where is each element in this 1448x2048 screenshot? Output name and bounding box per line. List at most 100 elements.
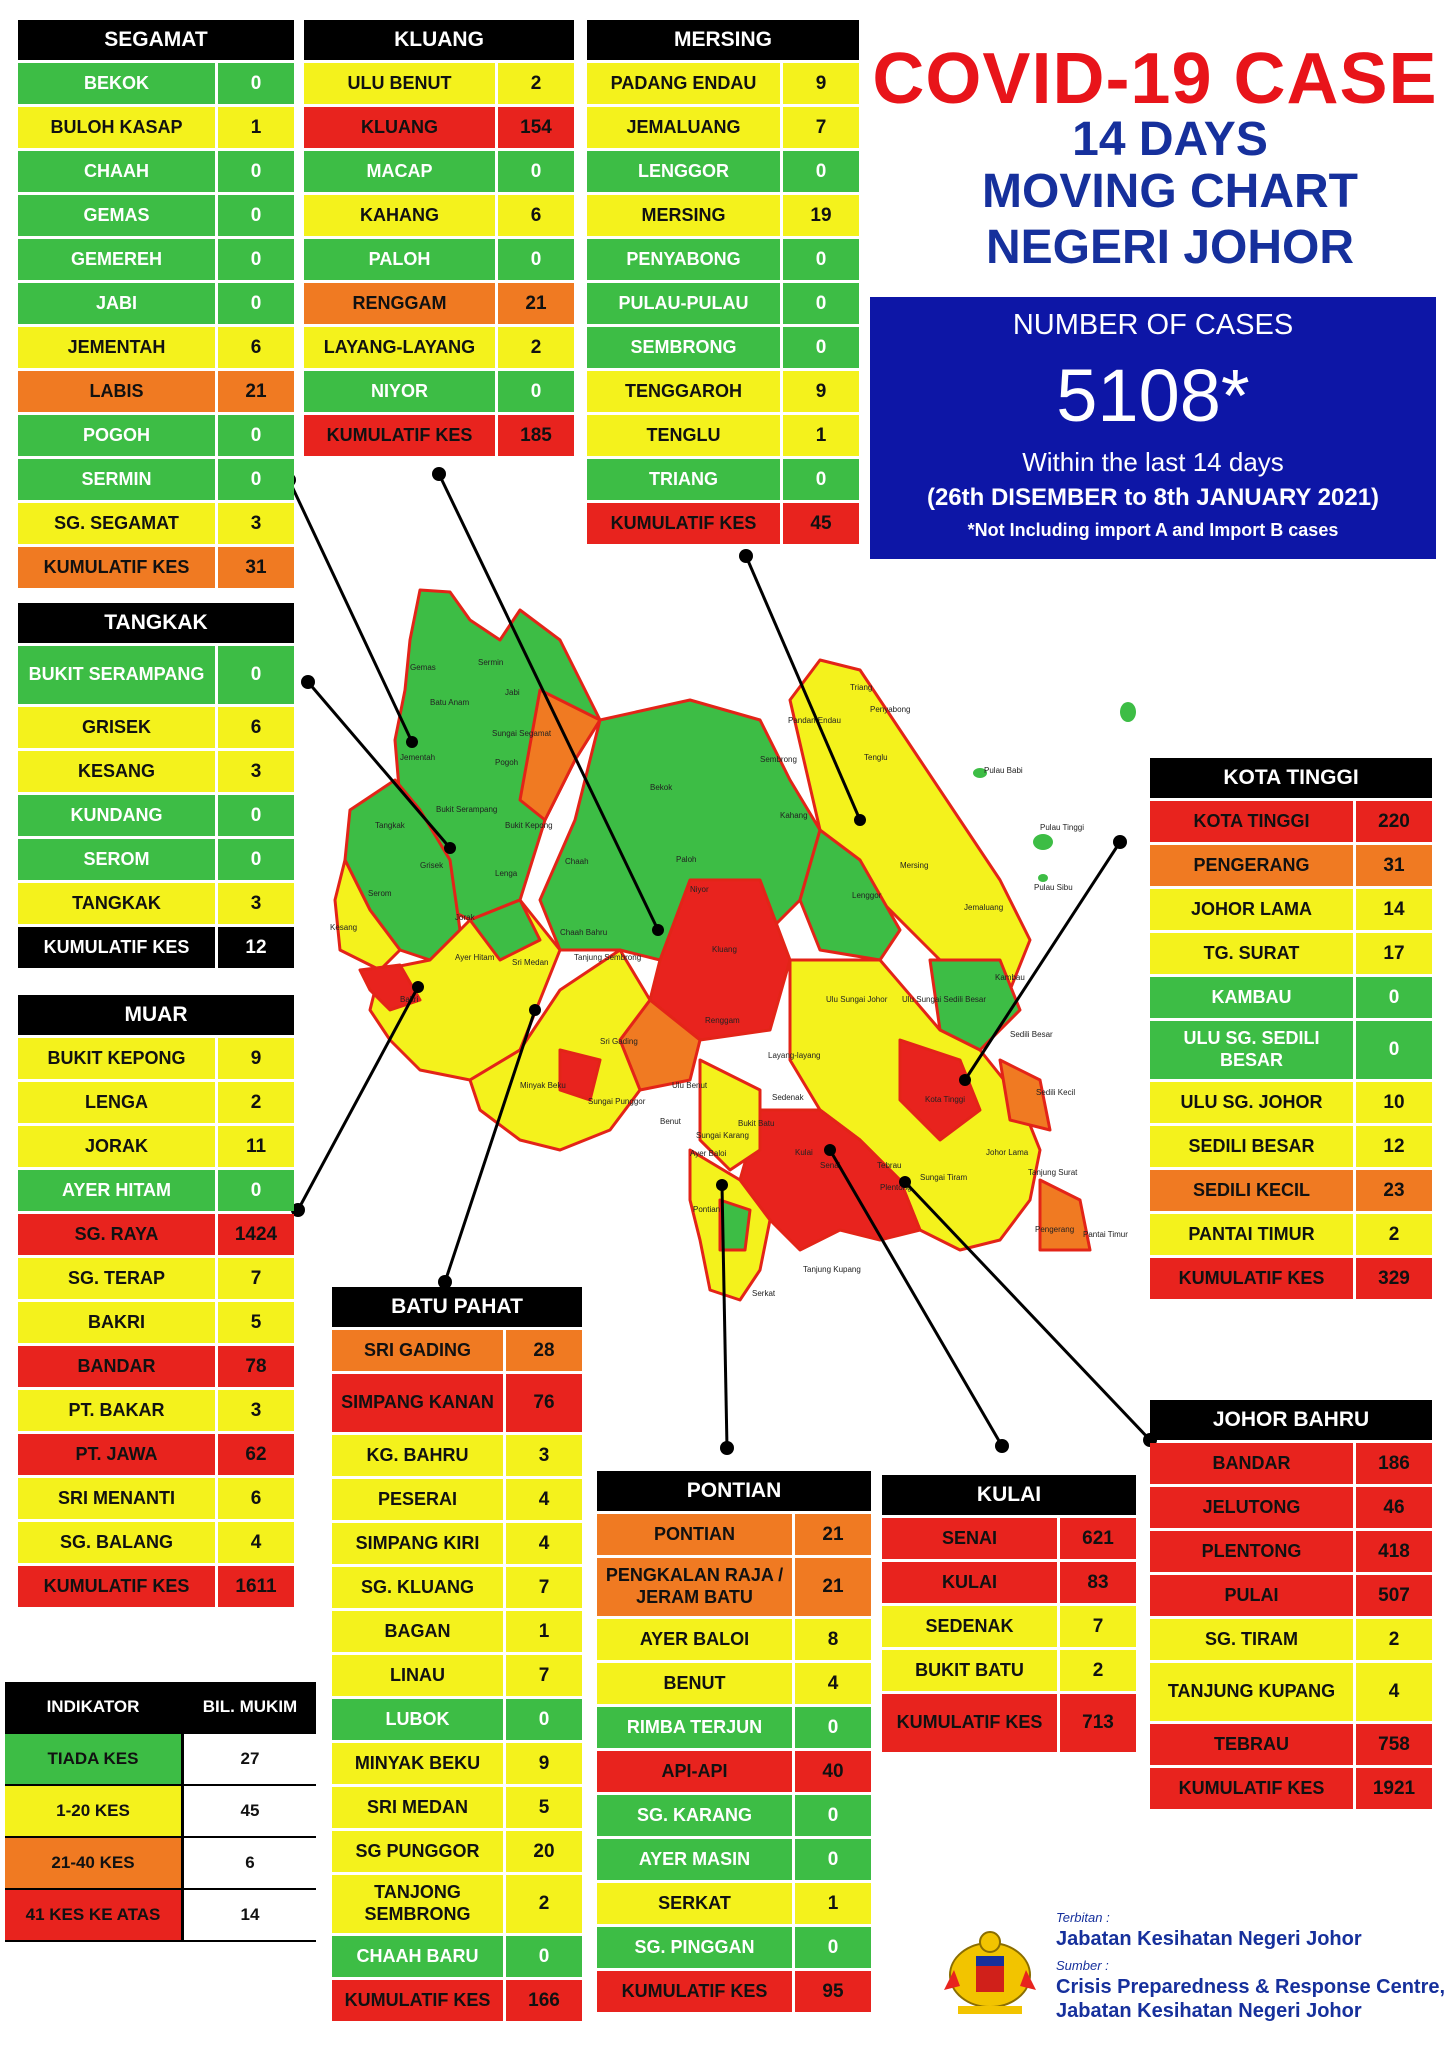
mukim-name: BAKRI [18,1302,215,1343]
publisher-name: Jabatan Kesihatan Negeri Johor [1056,1928,1362,1950]
legend-header-indicator: INDIKATOR [5,1682,181,1732]
map-label: Sedenak [772,1093,805,1102]
case-count: 3 [506,1435,582,1476]
legend-label: 1-20 KES [5,1786,181,1836]
district-table-batu-pahat: BATU PAHAT SRI GADING 28 SIMPANG KANAN 76 KG.… [332,1287,582,2024]
mukim-row: RENGGAM 21 [304,283,574,324]
district-header: TANGKAK [18,603,294,643]
legend-table: INDIKATOR BIL. MUKIM TIADA KES 27 1-20 K… [5,1682,316,1942]
map-label: Renggam [705,1016,740,1025]
legend-row: 1-20 KES 45 [5,1786,316,1838]
mukim-name: BANDAR [18,1346,215,1387]
map-label: Sedili Kecil [1036,1088,1075,1097]
case-count: 0 [498,151,574,192]
case-count: 8 [795,1619,871,1660]
map-label: Layang-layang [768,1051,820,1060]
mukim-row: PANTAI TIMUR 2 [1150,1214,1432,1255]
map-label: Tangkak [375,821,406,830]
map-label: Tanjung Sembrong [574,953,641,962]
mukim-row: CHAAH 0 [18,151,294,192]
map-label: Paloh [676,855,696,864]
case-count: 45 [783,503,859,544]
mukim-name: PLENTONG [1150,1531,1353,1572]
mukim-row: JABI 0 [18,283,294,324]
mukim-row: ULU SG. JOHOR 10 [1150,1082,1432,1123]
mukim-row: MACAP 0 [304,151,574,192]
case-count: 0 [783,459,859,500]
map-label: Kambau [995,973,1025,982]
district-table-johor-bahru: JOHOR BAHRU BANDAR 186 JELUTONG 46 PLENTONG 41… [1150,1400,1432,1812]
mukim-row: ULU BENUT 2 [304,63,574,104]
mukim-name: ULU SG. JOHOR [1150,1082,1353,1123]
mukim-row: BULOH KASAP 1 [18,107,294,148]
mukim-name: KLUANG [304,107,495,148]
mukim-row: SRI MENANTI 6 [18,1478,294,1519]
case-count: 9 [783,371,859,412]
map-label: Pandan Endau [788,716,841,725]
mukim-row: KULAI 83 [882,1562,1136,1603]
map-label: Ulu Sungai Sedili Besar [902,995,986,1004]
mukim-row: SERMIN 0 [18,459,294,500]
mukim-row: JEMENTAH 6 [18,327,294,368]
map-label: Bakri [400,995,418,1004]
case-count: 1 [506,1611,582,1652]
legend-row: 21-40 KES 6 [5,1838,316,1890]
mukim-row: KAMBAU 0 [1150,977,1432,1018]
map-label: Bukit Kepong [505,821,553,830]
map-label: Johor Lama [986,1148,1029,1157]
case-count: 9 [783,63,859,104]
case-count: 20 [506,1831,582,1872]
case-count: 23 [1356,1170,1432,1211]
subtitle-line-3: NEGERI JOHOR [985,221,1355,274]
case-count: 0 [506,1699,582,1740]
district-table-kota-tinggi: KOTA TINGGI KOTA TINGGI 220 PENGERANG 31 JOHO… [1150,758,1432,1302]
case-count: 4 [506,1523,582,1564]
mukim-name: ULU SG. SEDILI BESAR [1150,1021,1353,1079]
mukim-name: PONTIAN [597,1514,792,1555]
mukim-name: SEDILI KECIL [1150,1170,1353,1211]
map-label: Kluang [712,945,737,954]
case-count: 0 [218,459,294,500]
map-label: Sembrong [760,755,797,764]
legend-header: INDIKATOR BIL. MUKIM [5,1682,316,1734]
mukim-row: TANJONG SEMBRONG 2 [332,1875,582,1933]
case-count: 2 [498,63,574,104]
mukim-name: SEMBRONG [587,327,780,368]
map-label: Tebrau [877,1161,901,1170]
map-label: Sungai Segamat [492,729,552,738]
mukim-name: PULAI [1150,1575,1353,1616]
mukim-name: KUMULATIF KES [304,415,495,456]
mukim-row: SEDENAK 7 [882,1606,1136,1647]
map-label: Sedili Besar [1010,1030,1053,1039]
map-label: Niyor [690,885,709,894]
mukim-name: SG. TIRAM [1150,1619,1353,1660]
mukim-name: KUMULATIF KES [882,1694,1057,1752]
mukim-name: SG. KLUANG [332,1567,503,1608]
map-label: Mersing [900,861,928,870]
case-count: 1 [218,107,294,148]
mukim-row: SG. PINGGAN 0 [597,1927,871,1968]
cumulative-row: KUMULATIF KES 12 [18,927,294,968]
legend-label: 41 KES KE ATAS [5,1890,181,1940]
mukim-name: PT. BAKAR [18,1390,215,1431]
cumulative-row: KUMULATIF KES 713 [882,1694,1136,1752]
mukim-row: TANGKAK 3 [18,883,294,924]
source-line-1: Crisis Preparedness & Response Centre, [1056,1976,1446,1998]
mukim-row: SIMPANG KANAN 76 [332,1374,582,1432]
mukim-name: KOTA TINGGI [1150,801,1353,842]
cases-period: Within the last 14 days [1022,447,1284,477]
mukim-row: PT. JAWA 62 [18,1434,294,1475]
case-count: 28 [506,1330,582,1371]
mukim-row: BANDAR 78 [18,1346,294,1387]
case-count: 713 [1060,1694,1136,1752]
mukim-row: SEDILI BESAR 12 [1150,1126,1432,1167]
map-label: Penyabong [870,705,910,714]
case-count: 46 [1356,1487,1432,1528]
case-count: 154 [498,107,574,148]
map-label: Sri Medan [512,958,548,967]
mukim-row: BEKOK 0 [18,63,294,104]
mukim-row: BENUT 4 [597,1663,871,1704]
map-label: Pontian [693,1205,720,1214]
legend-count: 45 [181,1786,316,1836]
map-label: Sungai Tiram [920,1173,967,1182]
